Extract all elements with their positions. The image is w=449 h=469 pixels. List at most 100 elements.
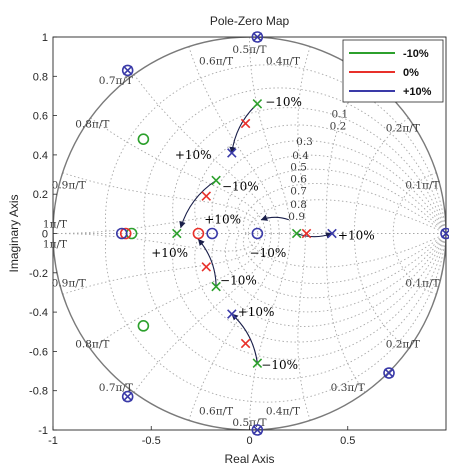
y-tick-label: -0.4 xyxy=(29,307,48,319)
root-locus-arrow xyxy=(231,313,258,364)
damping-grid-line xyxy=(105,64,446,234)
frequency-grid-line xyxy=(297,46,311,234)
root-locus-arrow xyxy=(229,103,258,154)
root-locus-arrow xyxy=(296,232,333,239)
damping-grid-label: 0.3 xyxy=(296,136,313,148)
frequency-grid-label: 0.8π/T xyxy=(75,339,109,351)
frequency-grid-label: 0.5π/T xyxy=(232,44,266,56)
pole-marker-baseline xyxy=(201,262,212,272)
frequency-grid-label: 0.4π/T xyxy=(266,405,300,417)
frequency-grid-label: 0.7π/T xyxy=(99,382,133,394)
damping-grid-line xyxy=(143,233,446,380)
pole-marker-minus10 xyxy=(211,175,221,186)
annotation-label: −10% xyxy=(265,95,302,109)
annotation-label: −10% xyxy=(261,358,298,372)
y-tick-label: 0.6 xyxy=(33,111,48,123)
damping-grid-label: 0.9 xyxy=(288,211,305,223)
damping-grid-label: 0.8 xyxy=(290,199,307,211)
x-tick-label: 0 xyxy=(246,435,252,447)
damping-grid-line xyxy=(247,199,446,234)
damping-grid-line xyxy=(143,87,446,234)
frequency-grid-label: 0.8π/T xyxy=(75,118,109,130)
annotation-label: +10% xyxy=(151,246,188,260)
pole-marker-plus10 xyxy=(252,425,263,435)
frequency-grid-line xyxy=(297,233,311,421)
frequency-grid-line xyxy=(249,37,291,234)
zero-marker-baseline xyxy=(192,227,205,240)
frequency-grid-line xyxy=(325,233,366,393)
root-locus-arrow xyxy=(179,179,217,229)
frequency-grid-label: 0.2π/T xyxy=(386,339,420,351)
tick-labels-layer: -1 -0.5 0 0.5 1 0.8 0.6 0.4 0.2 0 -0.2 -0.4 -0.6 -0.8… xyxy=(29,32,355,447)
y-tick-label: 0.2 xyxy=(33,189,48,201)
damping-grid-label: 0.2 xyxy=(330,120,347,132)
pole-marker-minus10 xyxy=(252,99,263,109)
frequency-grid-label: 0.6π/T xyxy=(199,56,233,68)
zero-marker-plus10 xyxy=(383,367,395,379)
frequency-grid-label: 0.9π/T xyxy=(52,179,86,191)
x-tick-label: -0.5 xyxy=(142,435,161,447)
damping-grid-line xyxy=(247,233,446,268)
pole-marker-minus10 xyxy=(172,228,182,239)
pole-marker-minus10 xyxy=(291,228,302,239)
frequency-grid-label: 0.7π/T xyxy=(99,75,133,87)
frequency-grid-line xyxy=(249,233,291,430)
chart-title: Pole-Zero Map xyxy=(210,14,290,28)
legend-label: +10% xyxy=(403,86,432,98)
damping-grid-line xyxy=(194,124,446,234)
frequency-grid-label: 0.1π/T xyxy=(405,278,439,290)
frequency-grid-label: 0.6π/T xyxy=(199,405,233,417)
legend-label: 0% xyxy=(403,67,419,79)
zero-marker-plus10 xyxy=(206,227,218,240)
frequency-grid-label: 1π/T xyxy=(43,219,67,231)
frequency-grid-label: 0.3π/T xyxy=(331,382,365,394)
frequency-grid-label: 0.1π/T xyxy=(405,179,439,191)
zero-marker-plus10 xyxy=(115,227,128,240)
pole-marker-minus10 xyxy=(211,281,221,292)
frequency-grid-line xyxy=(133,233,272,393)
y-tick-label: 1 xyxy=(42,32,48,44)
annotation-label: −10% xyxy=(220,274,257,288)
pole-marker-baseline xyxy=(240,118,251,129)
frequency-grid-label: 0.5π/T xyxy=(232,417,266,429)
pole-marker-baseline xyxy=(240,338,251,349)
frequency-grid-label: 1π/T xyxy=(43,238,67,250)
grid-labels-layer: 0.5π/T0.6π/T 0.4π/T0.7π/T0.8π/T 0.2π/T0.9π… xyxy=(43,44,440,429)
zero-marker-plus10 xyxy=(251,31,264,43)
root-locus-arrow xyxy=(260,214,289,221)
annotations-layer: −10% +10% −10% +10% +10% −10% +10% −10% +10% −10% xyxy=(151,95,374,372)
frequency-grid-label: 0.2π/T xyxy=(386,122,420,134)
annotation-label: +10% xyxy=(238,305,275,319)
pole-marker-plus10 xyxy=(384,368,394,378)
frequency-grid-line xyxy=(90,233,266,350)
zero-marker-plus10 xyxy=(251,424,264,436)
annotation-label: +10% xyxy=(175,148,212,162)
zero-marker-plus10 xyxy=(440,227,449,240)
annotation-label: −10% xyxy=(222,179,259,193)
y-tick-label: -0.8 xyxy=(29,386,48,398)
frequency-grid-line xyxy=(133,74,272,234)
zero-marker-minus10 xyxy=(137,133,150,145)
x-axis-title: Real Axis xyxy=(224,452,274,466)
frequency-grid-line xyxy=(62,172,262,234)
damping-grid-label: 0.6 xyxy=(290,173,307,185)
pole-marker-baseline xyxy=(201,191,212,201)
pole-marker-minus10 xyxy=(252,358,263,368)
frequency-grid-line xyxy=(188,233,280,421)
pole-marker-plus10 xyxy=(227,309,237,319)
zero-marker-plus10 xyxy=(121,64,134,77)
grid-layer xyxy=(53,37,446,430)
y-tick-label: 0.8 xyxy=(33,71,48,83)
pole-marker-plus10 xyxy=(122,391,133,402)
frequency-grid-line xyxy=(353,117,409,234)
pole-marker-plus10 xyxy=(227,148,237,158)
legend: -10% 0% +10% xyxy=(342,39,444,103)
damping-grid-label: 0.1 xyxy=(332,109,349,121)
damping-grid-line xyxy=(224,154,446,234)
legend-label: -10% xyxy=(403,48,429,60)
frequency-grid-line xyxy=(392,172,437,234)
x-tick-label: 0.5 xyxy=(340,435,355,447)
frequency-grid-label: 0.9π/T xyxy=(52,278,86,290)
frequency-grid-line xyxy=(90,117,266,234)
